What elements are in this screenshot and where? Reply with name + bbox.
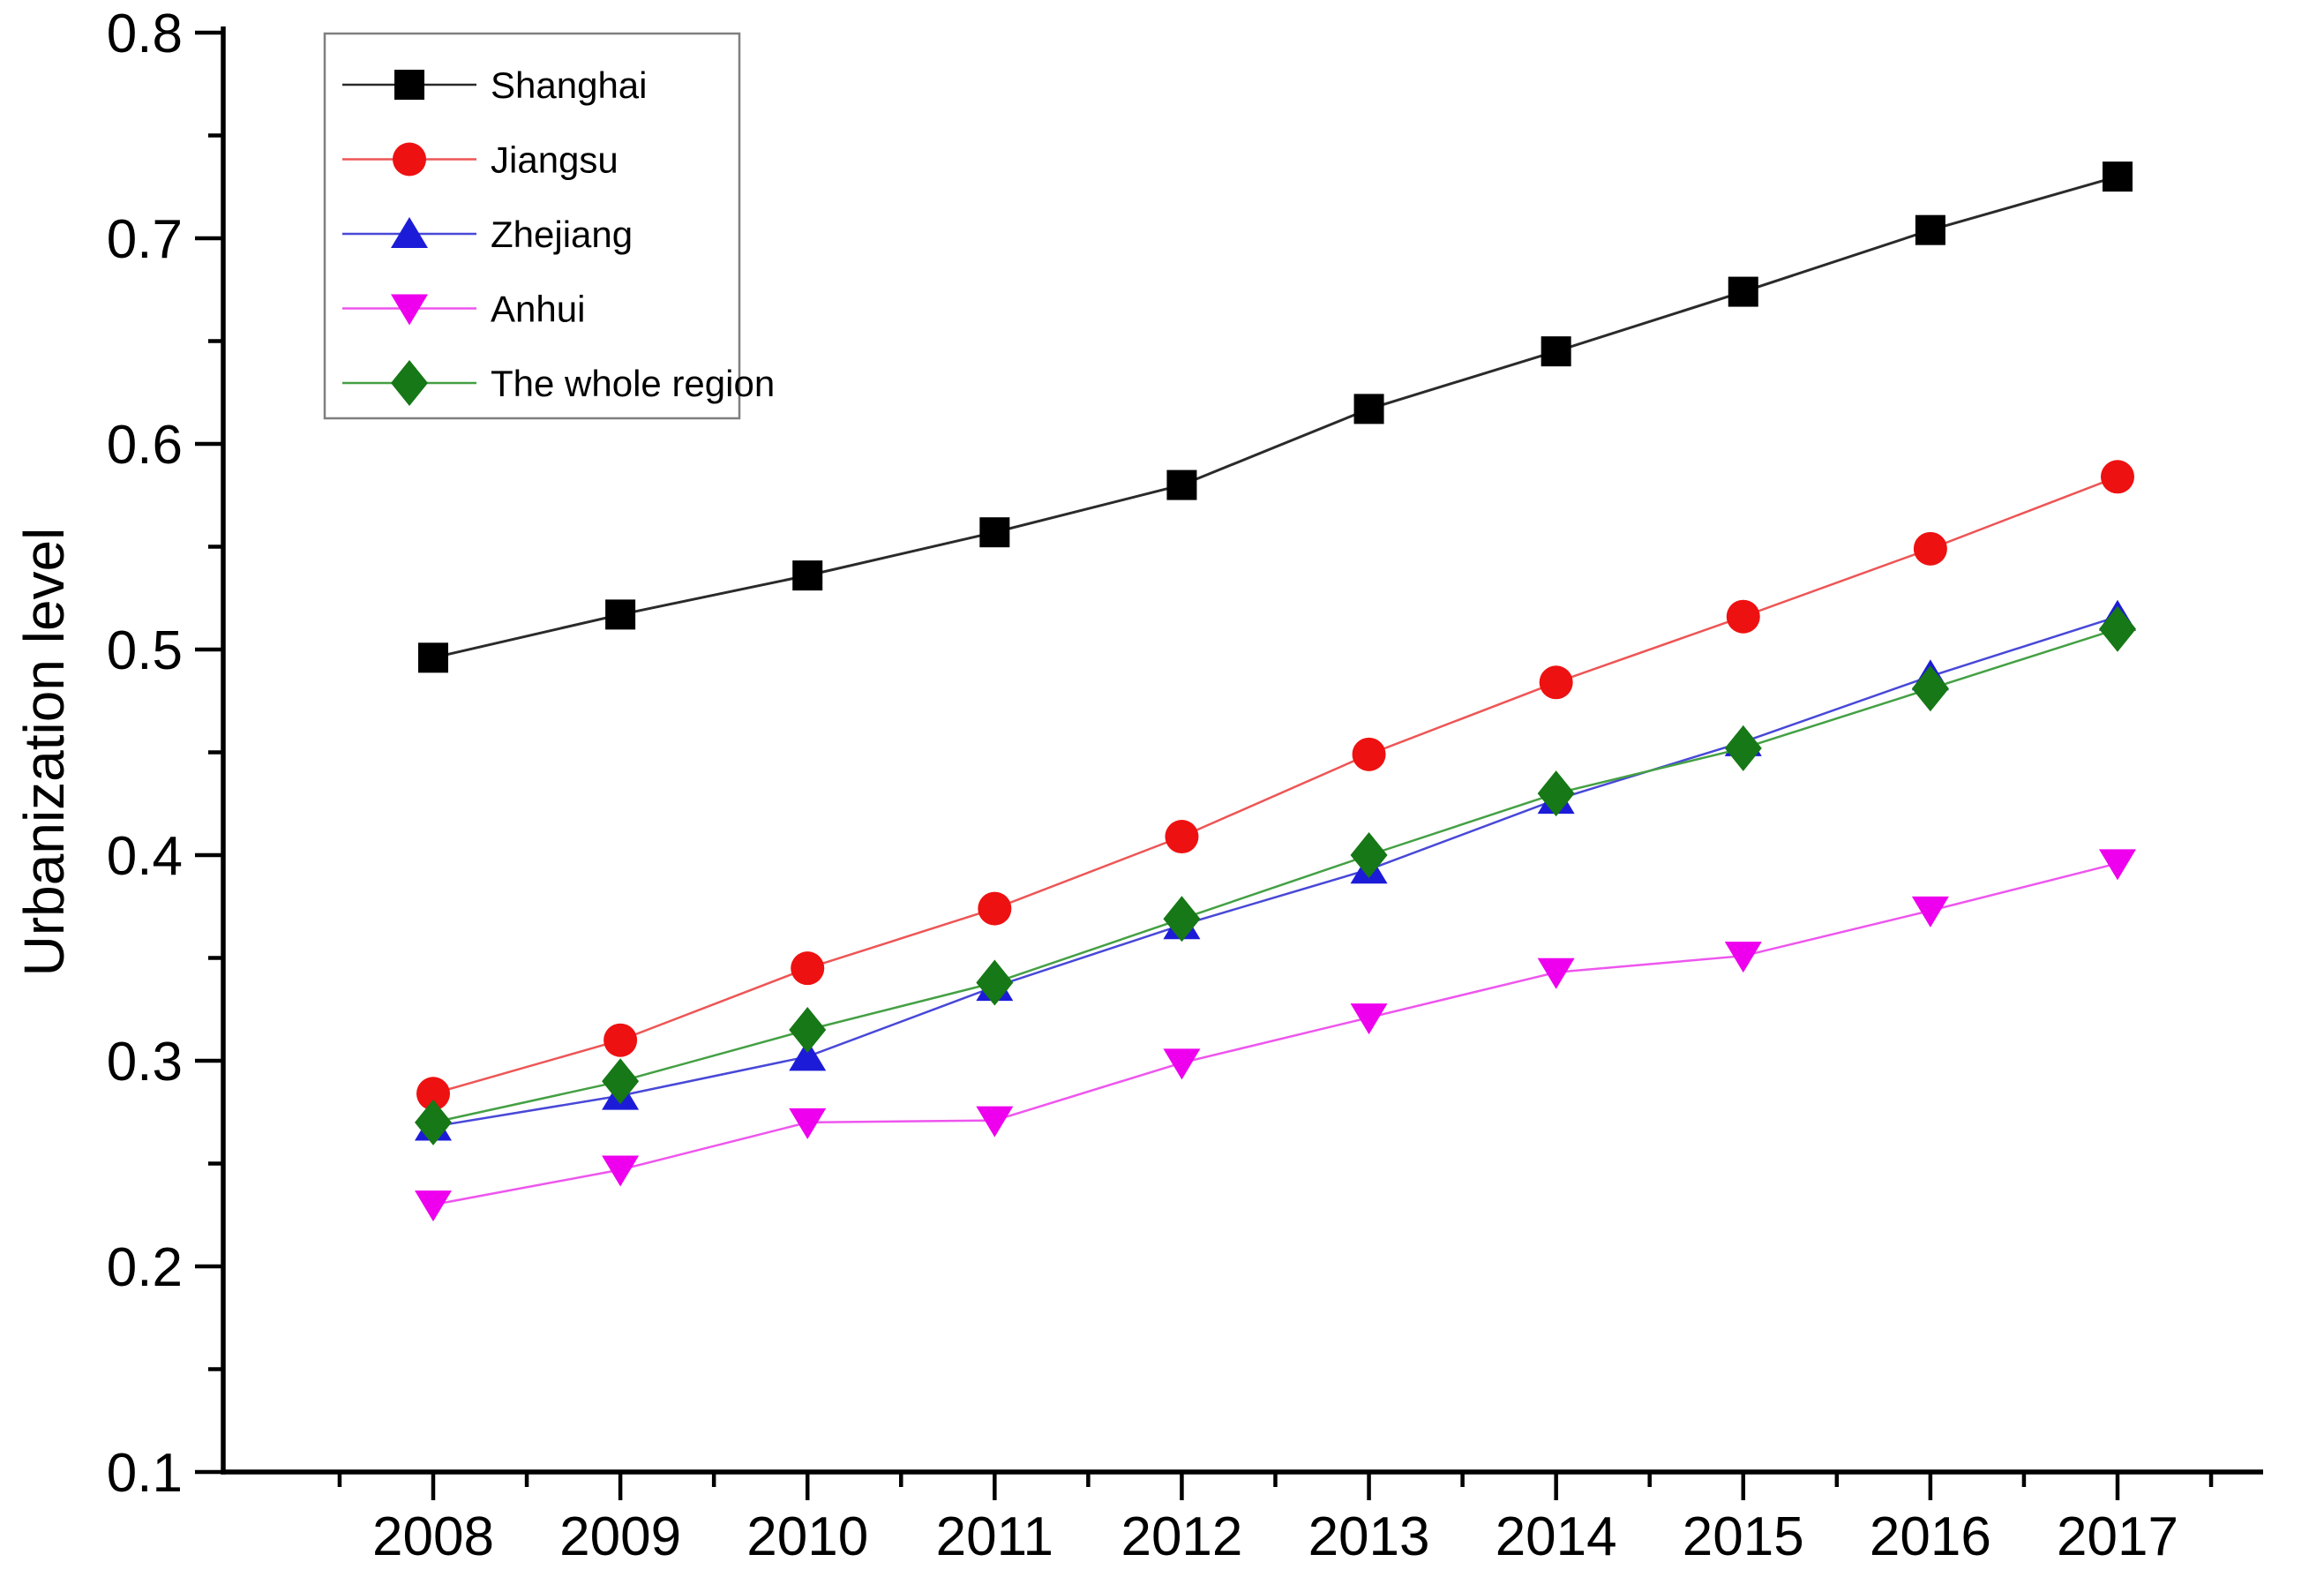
marker-shanghai (792, 560, 823, 591)
legend-marker-jiangsu (393, 142, 426, 176)
legend-item-zhejiang: Zhejiang (342, 214, 633, 255)
legend-item-the-whole-region: The whole region (342, 360, 775, 406)
marker-the-whole-region (1537, 770, 1575, 817)
marker-anhui (415, 1190, 452, 1222)
y-tick-label: 0.6 (107, 415, 183, 476)
legend: Shanghai Jiangsu Zhejiang Anhui The whole re… (323, 32, 775, 420)
marker-the-whole-region (602, 1058, 640, 1105)
y-tick-label: 0.2 (107, 1237, 183, 1298)
series-anhui (415, 849, 2136, 1222)
marker-the-whole-region (1724, 725, 1762, 771)
marker-shanghai (2102, 161, 2133, 192)
marker-jiangsu (1726, 599, 1760, 634)
marker-jiangsu (416, 1077, 450, 1111)
y-tick-label: 0.5 (107, 620, 183, 681)
y-tick-label: 0.8 (107, 4, 183, 64)
series-line-the-whole-region (432, 627, 2118, 1124)
x-tick-label: 2008 (372, 1506, 494, 1567)
x-tick-label: 2014 (1496, 1506, 1617, 1567)
series-jiangsu (416, 460, 2134, 1111)
marker-shanghai (1166, 469, 1197, 500)
marker-anhui (1724, 942, 1762, 973)
marker-anhui (1911, 896, 1949, 927)
x-tick-label: 2013 (1308, 1506, 1430, 1567)
x-tick-label: 2010 (746, 1506, 868, 1567)
x-tick-label: 2011 (936, 1506, 1053, 1567)
y-tick-label: 0.4 (107, 826, 183, 887)
legend-label: Jiangsu (491, 139, 618, 181)
x-tick-label: 2009 (559, 1506, 681, 1567)
x-tick-label: 2017 (2057, 1506, 2178, 1567)
axes: 0.1 0.2 0.3 0.4 0.5 0.6 0.7 0.8 2008 2009 2010 2011… (107, 4, 2263, 1567)
marker-shanghai (605, 599, 636, 630)
marker-shanghai (1915, 214, 1945, 245)
marker-shanghai (1541, 336, 1571, 367)
legend-marker-zhejiang (391, 217, 428, 248)
marker-jiangsu (2100, 460, 2134, 494)
legend-label: Zhejiang (491, 214, 633, 255)
marker-the-whole-region (2098, 605, 2136, 652)
marker-anhui (789, 1108, 827, 1139)
marker-zhejiang (789, 1040, 827, 1071)
y-tick-label: 0.7 (107, 209, 183, 270)
legend-box (323, 32, 741, 420)
marker-jiangsu (603, 1023, 638, 1057)
x-tick-label: 2015 (1683, 1506, 1804, 1567)
marker-jiangsu (791, 951, 825, 986)
legend-item-jiangsu: Jiangsu (342, 139, 618, 181)
marker-jiangsu (1165, 820, 1199, 854)
series-shanghai (418, 161, 2133, 673)
x-tick-label: 2012 (1121, 1506, 1242, 1567)
legend-marker-the-whole-region (391, 360, 428, 406)
legend-label: Shanghai (491, 64, 648, 106)
y-tick-label: 0.1 (107, 1443, 183, 1504)
marker-anhui (602, 1155, 640, 1187)
marker-jiangsu (1352, 737, 1386, 771)
marker-anhui (2098, 849, 2136, 881)
series-zhejiang (415, 599, 2136, 1141)
legend-label: The whole region (491, 363, 775, 404)
marker-jiangsu (978, 891, 1012, 926)
series-layer (415, 161, 2136, 1222)
legend-item-anhui: Anhui (342, 289, 585, 330)
marker-anhui (976, 1106, 1014, 1138)
marker-the-whole-region (1911, 665, 1949, 712)
y-axis-title: Urbanization level (12, 528, 76, 977)
marker-anhui (1350, 1003, 1388, 1035)
marker-the-whole-region (1350, 832, 1388, 878)
legend-item-shanghai: Shanghai (342, 64, 648, 106)
marker-anhui (1163, 1048, 1201, 1080)
marker-the-whole-region (976, 959, 1014, 1006)
series-line-zhejiang (432, 615, 2118, 1128)
y-tick-label: 0.3 (107, 1032, 183, 1093)
series-line-jiangsu (432, 476, 2118, 1095)
series-line-shanghai (432, 175, 2118, 659)
legend-marker-shanghai (394, 70, 424, 100)
marker-shanghai (1353, 394, 1384, 424)
marker-jiangsu (1539, 665, 1573, 700)
marker-shanghai (1728, 276, 1758, 307)
marker-jiangsu (1913, 531, 1947, 566)
series-line-anhui (432, 862, 2118, 1206)
marker-the-whole-region (789, 1007, 827, 1054)
marker-anhui (1537, 957, 1575, 989)
marker-shanghai (418, 642, 448, 673)
series-the-whole-region (415, 605, 2136, 1145)
marker-shanghai (979, 517, 1010, 548)
legend-label: Anhui (491, 289, 585, 330)
marker-the-whole-region (1163, 896, 1201, 942)
x-tick-label: 2016 (1870, 1506, 1991, 1567)
legend-marker-anhui (391, 294, 428, 326)
marker-the-whole-region (415, 1099, 452, 1145)
